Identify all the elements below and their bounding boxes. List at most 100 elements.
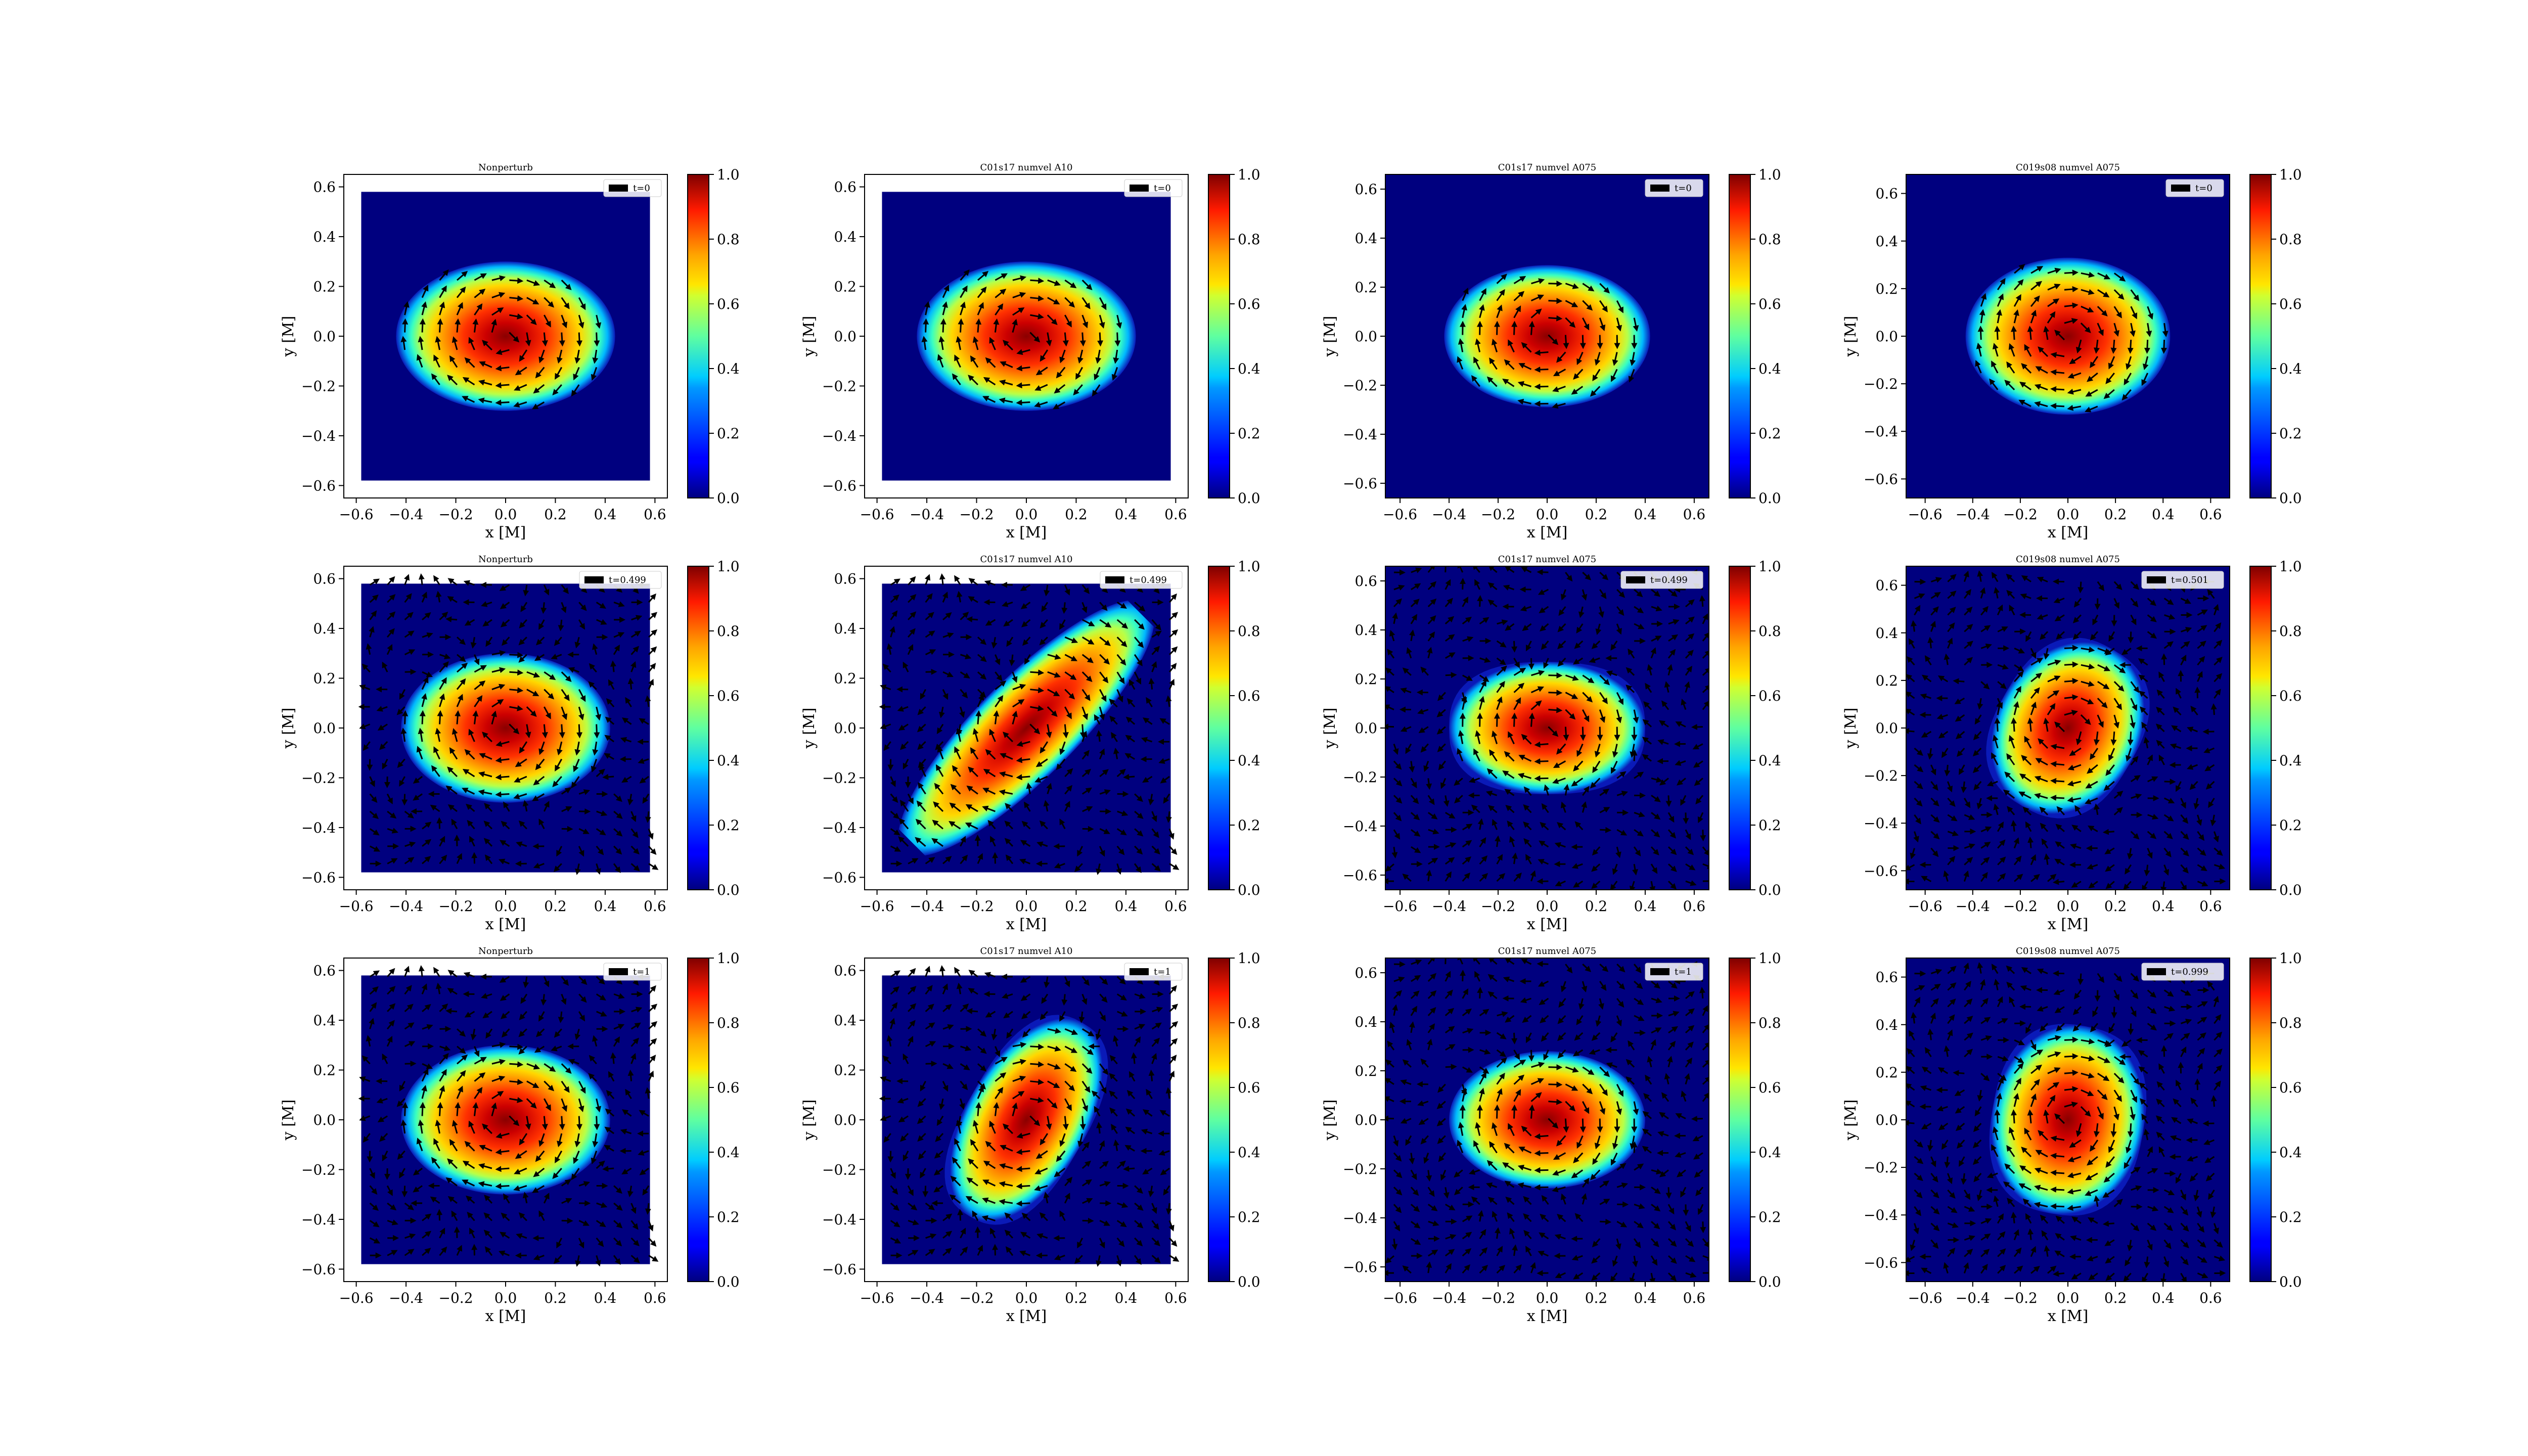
velocity-arrow xyxy=(387,576,395,585)
velocity-arrow xyxy=(1528,1104,1535,1119)
y-tick-label: 0.2 xyxy=(1355,671,1377,688)
panel-title: C01s17 numvel A10 xyxy=(980,946,1073,957)
velocity-arrow xyxy=(491,699,504,708)
velocity-arrow xyxy=(482,732,492,743)
x-tick-label: 0.4 xyxy=(2152,506,2175,523)
x-tick-label: −0.6 xyxy=(1908,506,1943,523)
x-tick-label: 0.0 xyxy=(494,898,517,915)
velocity-arrow xyxy=(468,729,475,742)
velocity-arrow xyxy=(1077,349,1084,364)
legend-label: t=0 xyxy=(1154,183,1171,194)
colorbar-tick-label: 0.2 xyxy=(2279,425,2302,442)
velocity-arrow xyxy=(1056,367,1066,379)
velocity-arrow xyxy=(1494,835,1501,847)
velocity-arrow xyxy=(2030,309,2037,324)
velocity-arrow xyxy=(503,801,510,812)
velocity-arrow xyxy=(483,821,492,830)
velocity-arrow xyxy=(592,349,599,364)
time-legend: t=1 xyxy=(1124,963,1183,981)
velocity-arrow xyxy=(369,793,378,803)
velocity-arrow xyxy=(515,367,527,376)
velocity-arrow xyxy=(522,800,529,812)
velocity-arrow xyxy=(1458,338,1464,352)
density-blob xyxy=(1449,662,1645,794)
y-tick-label: 0.0 xyxy=(1355,328,1377,345)
legend-label: t=0.499 xyxy=(1650,575,1688,585)
colorbar-tick-label: 0.6 xyxy=(2279,1079,2302,1096)
velocity-arrow xyxy=(1047,297,1060,305)
x-tick-label: 0.6 xyxy=(1164,1290,1187,1306)
velocity-arrow xyxy=(2008,343,2015,357)
velocity-arrow xyxy=(501,636,510,646)
y-tick-label: 0.6 xyxy=(1355,573,1377,589)
velocity-arrow xyxy=(1000,361,1013,368)
velocity-arrow xyxy=(2047,311,2056,324)
colorbar xyxy=(1208,958,1230,1282)
velocity-arrow xyxy=(363,741,371,751)
velocity-arrow xyxy=(960,285,968,298)
velocity-arrow xyxy=(2124,373,2132,386)
velocity-arrow xyxy=(399,689,405,700)
velocity-arrow xyxy=(439,301,445,315)
x-tick-label: 0.2 xyxy=(1585,898,1608,915)
time-legend: t=0 xyxy=(2165,179,2224,197)
velocity-arrow xyxy=(2027,1228,2034,1240)
velocity-arrow xyxy=(1064,279,1077,289)
y-tick-label: −0.6 xyxy=(1343,1259,1377,1276)
velocity-arrow xyxy=(1548,334,1559,345)
velocity-arrow xyxy=(478,379,492,386)
velocity-arrow xyxy=(1062,1116,1069,1130)
panel-2-1: −0.6−0.6 −0.4 −0.4 −0.2 −0.2 0.0 0.0 0.2 0.2 0.4 0… xyxy=(280,554,740,933)
velocity-arrow xyxy=(544,297,555,308)
y-tick-label: −0.2 xyxy=(1864,767,1898,784)
velocity-arrow xyxy=(439,269,449,281)
colorbar-tick-label: 0.8 xyxy=(1238,623,1260,640)
velocity-arrow xyxy=(455,710,461,724)
y-tick-label: 0.2 xyxy=(1355,1063,1377,1079)
y-tick-label: 0.4 xyxy=(1875,1017,1898,1033)
velocity-arrow xyxy=(479,753,492,760)
velocity-arrow xyxy=(482,619,492,627)
velocity-arrow xyxy=(1047,279,1061,286)
y-tick-label: 0.6 xyxy=(313,571,336,587)
y-tick-label: 0.6 xyxy=(313,179,336,196)
velocity-arrow xyxy=(2050,1169,2065,1176)
velocity-arrow xyxy=(1997,278,2006,291)
velocity-arrow xyxy=(369,810,379,820)
x-axis-label: x [M] xyxy=(485,1307,526,1325)
velocity-arrow xyxy=(520,602,528,612)
velocity-arrow xyxy=(591,367,598,381)
x-tick-label: 0.6 xyxy=(2199,898,2222,915)
velocity-arrow xyxy=(447,766,458,778)
x-tick-label: 0.6 xyxy=(2199,1290,2222,1306)
velocity-arrow xyxy=(419,318,426,333)
velocity-arrow xyxy=(1016,774,1030,781)
velocity-arrow xyxy=(416,746,423,760)
velocity-arrow xyxy=(1061,994,1068,1006)
colorbar-tick-label: 1.0 xyxy=(1238,166,1260,183)
x-tick-label: 0.6 xyxy=(2199,506,2222,523)
y-tick-label: −0.4 xyxy=(1864,423,1898,440)
velocity-arrow xyxy=(470,637,477,649)
legend-label: t=1 xyxy=(1675,967,1692,977)
density-blob-shape xyxy=(1449,662,1645,794)
velocity-arrow xyxy=(433,354,440,368)
velocity-arrow xyxy=(1534,349,1549,356)
velocity-arrow xyxy=(397,758,405,768)
velocity-arrow xyxy=(1989,378,1999,390)
velocity-field xyxy=(1975,264,2169,413)
velocity-arrow xyxy=(1016,365,1030,372)
y-tick-label: 0.4 xyxy=(1875,233,1898,250)
x-tick-label: 0.2 xyxy=(1585,1290,1608,1306)
x-tick-label: 0.6 xyxy=(1683,898,1706,915)
velocity-arrow xyxy=(435,336,441,350)
velocity-arrow xyxy=(359,723,371,730)
velocity-arrow xyxy=(2047,267,2061,274)
y-tick-label: 0.4 xyxy=(313,229,336,245)
velocity-arrow xyxy=(2113,306,2122,318)
colorbar-tick-label: 0.6 xyxy=(1758,296,1781,312)
x-tick-label: −0.2 xyxy=(439,898,473,915)
colorbar-tick-label: 0.2 xyxy=(1758,817,1781,834)
velocity-arrow xyxy=(2144,1256,2150,1268)
